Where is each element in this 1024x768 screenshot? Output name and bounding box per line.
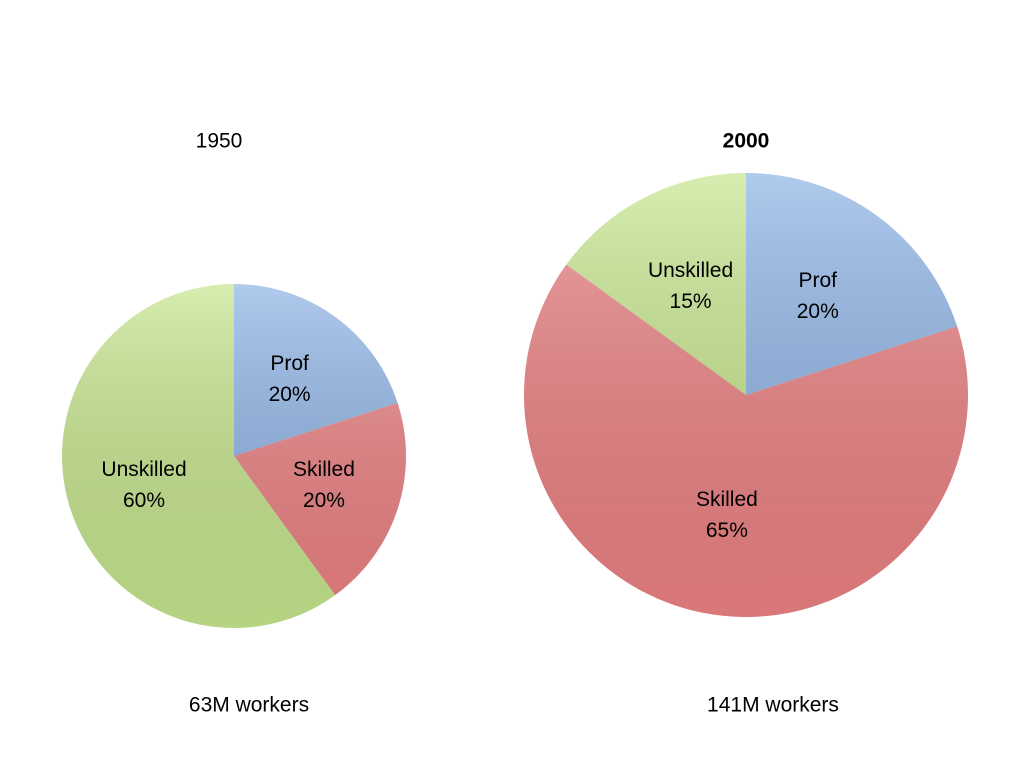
slice-value: 60% [123, 489, 165, 512]
slice-label: Unskilled [648, 259, 733, 282]
slice-label: Unskilled [101, 458, 186, 481]
slice-label: Skilled [696, 488, 758, 511]
slice-value: 65% [706, 519, 748, 542]
slice-label: Skilled [293, 458, 355, 481]
slice-value: 20% [269, 383, 311, 406]
slice-value: 20% [303, 489, 345, 512]
chart-caption: 141M workers [707, 694, 839, 717]
slice-value: 20% [797, 300, 839, 323]
chart-title: 2000 [723, 130, 770, 153]
slice-label: Prof [799, 269, 838, 292]
chart-title: 1950 [196, 130, 243, 153]
chart-caption: 63M workers [189, 694, 309, 717]
slice-value: 15% [670, 290, 712, 313]
slice-label: Prof [270, 352, 309, 375]
